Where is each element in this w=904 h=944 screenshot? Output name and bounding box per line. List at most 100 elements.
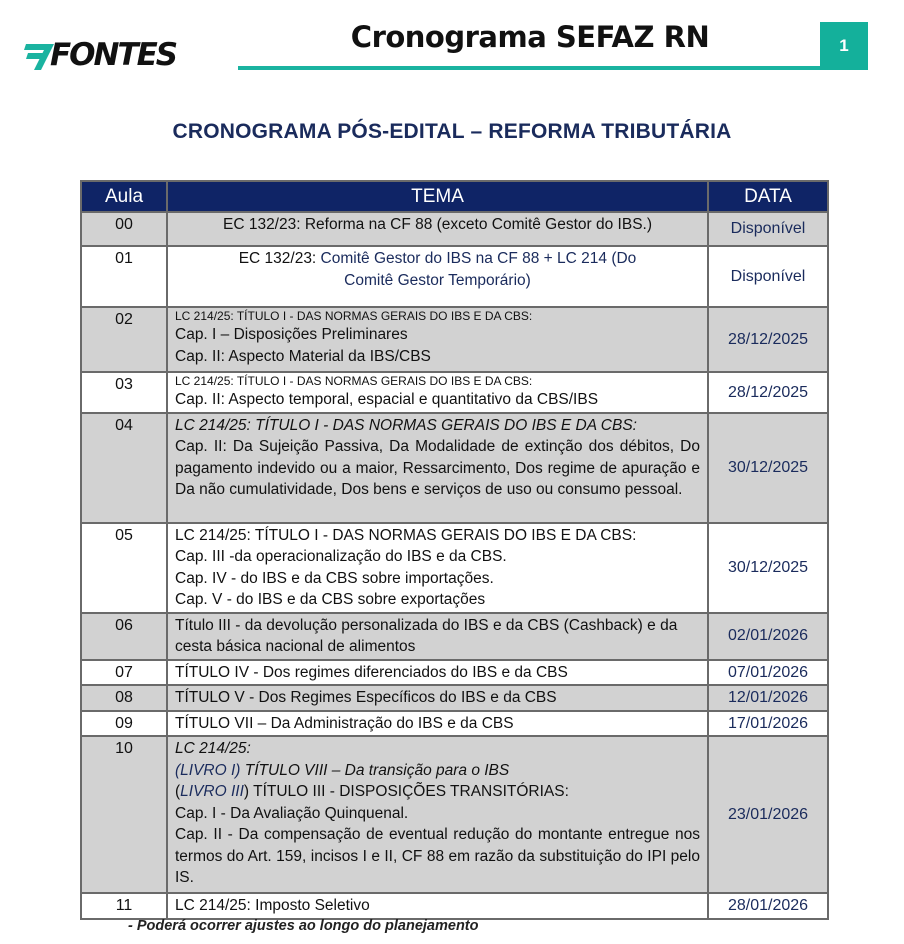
tema-cell: TÍTULO IV - Dos regimes diferenciados do… bbox=[166, 658, 709, 686]
tema-line: Cap. II: Aspecto temporal, espacial e qu… bbox=[175, 389, 700, 411]
tema-text: TÍTULO IV - Dos regimes diferenciados do… bbox=[175, 663, 568, 681]
tema-text: LC 214/25: TÍTULO I - DAS NORMAS GERAIS … bbox=[175, 374, 533, 388]
tema-line: Cap. IV - do IBS e da CBS sobre importaç… bbox=[175, 568, 700, 590]
date-cell: 28/12/2025 bbox=[707, 306, 829, 373]
fontes-logo: FONTES bbox=[24, 37, 178, 73]
aula-number: 07 bbox=[80, 658, 168, 686]
date-cell: 30/12/2025 bbox=[707, 411, 829, 524]
tema-cell: EC 132/23: Reforma na CF 88 (exceto Comi… bbox=[166, 211, 709, 247]
table-row: 05 LC 214/25: TÍTULO I - DAS NORMAS GERAI… bbox=[80, 521, 829, 614]
section-heading: CRONOGRAMA PÓS-EDITAL – REFORMA TRIBUTÁR… bbox=[172, 120, 732, 143]
tema-text: Cap. IV - do IBS e da CBS sobre importaç… bbox=[175, 569, 494, 587]
tema-line: LC 214/25: TÍTULO I - DAS NORMAS GERAIS … bbox=[175, 374, 700, 389]
column-header-aula: Aula bbox=[80, 180, 168, 213]
tema-text: LC 214/25: TÍTULO I - DAS NORMAS GERAIS … bbox=[175, 309, 533, 323]
tema-text: Comitê Gestor Temporário) bbox=[344, 271, 531, 289]
tema-line: Comitê Gestor Temporário) bbox=[175, 270, 700, 292]
tema-text: Cap. V - do IBS e da CBS sobre exportaçõ… bbox=[175, 591, 486, 608]
logo-mark-icon bbox=[24, 44, 54, 70]
tema-text: EC 132/23: Reforma na CF 88 (exceto Comi… bbox=[222, 216, 653, 233]
tema-text: ( bbox=[175, 783, 181, 800]
tema-text: EC 132/23: bbox=[238, 250, 321, 267]
aula-number: 03 bbox=[80, 371, 168, 414]
tema-text: LIVRO III bbox=[180, 783, 244, 800]
table-row: 00 EC 132/23: Reforma na CF 88 (exceto Co… bbox=[80, 211, 829, 247]
document-title: Cronograma SEFAZ RN bbox=[350, 20, 710, 54]
tema-line: Cap. I – Disposições Preliminares bbox=[175, 324, 700, 346]
tema-line: Cap. V - do IBS e da CBS sobre exportaçõ… bbox=[175, 589, 700, 611]
tema-line: Cap. II: Aspecto Material da IBS/CBS bbox=[175, 346, 700, 368]
aula-number: 04 bbox=[80, 411, 168, 524]
date-cell: 12/01/2026 bbox=[707, 684, 829, 712]
tema-text: Cap. II: Aspecto Material da IBS/CBS bbox=[175, 347, 431, 365]
date-cell: 28/01/2026 bbox=[707, 892, 829, 920]
tema-cell: LC 214/25: TÍTULO I - DAS NORMAS GERAIS … bbox=[166, 521, 709, 614]
tema-text: LC 214/25: bbox=[175, 740, 251, 757]
tema-text: LC 214/25: Imposto Seletivo bbox=[175, 897, 370, 914]
tema-cell: TÍTULO VII – Da Administração do IBS e d… bbox=[166, 709, 709, 737]
logo-text: FONTES bbox=[50, 37, 178, 73]
date-cell: 02/01/2026 bbox=[707, 611, 829, 661]
date-cell: 07/01/2026 bbox=[707, 658, 829, 686]
tema-line: LC 214/25: TÍTULO I - DAS NORMAS GERAIS … bbox=[175, 415, 700, 437]
tema-line: LC 214/25: Imposto Seletivo bbox=[175, 895, 700, 917]
tema-cell: LC 214/25: TÍTULO I - DAS NORMAS GERAIS … bbox=[166, 306, 709, 373]
aula-number: 06 bbox=[80, 611, 168, 661]
title-underline bbox=[238, 66, 820, 70]
schedule-table: Aula TEMA DATA 00 EC 132/23: Reforma na C… bbox=[80, 180, 829, 920]
tema-line: Cap. I - Da Avaliação Quinquenal. bbox=[175, 803, 700, 825]
column-header-tema: TEMA bbox=[166, 180, 709, 213]
tema-cell: Título III - da devolução personalizada … bbox=[166, 611, 709, 661]
table-row: 10 LC 214/25: (LIVRO I) TÍTULO VIII – Da t… bbox=[80, 735, 829, 894]
tema-text: Cap. I – Disposições Preliminares bbox=[175, 326, 408, 343]
tema-text: TÍTULO VII – Da Administração do IBS e d… bbox=[175, 714, 514, 732]
tema-cell: TÍTULO V - Dos Regimes Específicos do IB… bbox=[166, 684, 709, 712]
tema-line: (LIVRO I) TÍTULO VIII – Da transição par… bbox=[175, 760, 700, 782]
tema-cell: LC 214/25: TÍTULO I - DAS NORMAS GERAIS … bbox=[166, 371, 709, 414]
footnote: - Poderá ocorrer ajustes ao longo do pla… bbox=[128, 918, 479, 934]
column-header-data: DATA bbox=[707, 180, 829, 213]
tema-text: Cap. II - Da compensação de eventual red… bbox=[175, 826, 700, 886]
table-header-row: Aula TEMA DATA bbox=[80, 180, 829, 213]
tema-text: Cap. III -da operacionalização do IBS e … bbox=[175, 548, 507, 565]
tema-line: Cap. II - Da compensação de eventual red… bbox=[175, 824, 700, 889]
tema-line: Título III - da devolução personalizada … bbox=[175, 615, 700, 658]
aula-number: 09 bbox=[80, 709, 168, 737]
table-row: 08 TÍTULO V - Dos Regimes Específicos do … bbox=[80, 684, 829, 712]
table-row: 07 TÍTULO IV - Dos regimes diferenciados … bbox=[80, 658, 829, 686]
page-number-badge: 1 bbox=[820, 22, 868, 70]
date-cell: 23/01/2026 bbox=[707, 735, 829, 894]
aula-number: 00 bbox=[80, 211, 168, 247]
tema-line: EC 132/23: Reforma na CF 88 (exceto Comi… bbox=[175, 214, 700, 236]
table-row: 09 TÍTULO VII – Da Administração do IBS e… bbox=[80, 709, 829, 737]
aula-number: 02 bbox=[80, 306, 168, 373]
tema-cell: LC 214/25: Imposto Seletivo bbox=[166, 892, 709, 920]
table-row: 11 LC 214/25: Imposto Seletivo 28/01/2026 bbox=[80, 892, 829, 920]
tema-line: Cap. III -da operacionalização do IBS e … bbox=[175, 546, 700, 568]
aula-number: 08 bbox=[80, 684, 168, 712]
table-row: 04 LC 214/25: TÍTULO I - DAS NORMAS GERAI… bbox=[80, 411, 829, 524]
aula-number: 10 bbox=[80, 735, 168, 894]
tema-cell: LC 214/25: (LIVRO I) TÍTULO VIII – Da tra… bbox=[166, 735, 709, 894]
tema-line: LC 214/25: TÍTULO I - DAS NORMAS GERAIS … bbox=[175, 309, 700, 324]
tema-text: Cap. I - Da Avaliação Quinquenal. bbox=[175, 804, 409, 822]
table-row: 01 EC 132/23: Comitê Gestor do IBS na CF … bbox=[80, 245, 829, 308]
aula-number: 05 bbox=[80, 521, 168, 614]
tema-text: ) TÍTULO III - DISPOSIÇÕES TRANSITÓRIAS: bbox=[243, 783, 569, 800]
tema-text: TÍTULO VIII – Da transição para o IBS bbox=[240, 761, 510, 779]
date-cell: 28/12/2025 bbox=[707, 371, 829, 414]
tema-text: (LIVRO I) bbox=[175, 761, 241, 779]
tema-cell: LC 214/25: TÍTULO I - DAS NORMAS GERAIS … bbox=[166, 411, 709, 524]
tema-line: LC 214/25: bbox=[175, 738, 700, 760]
table-row: 03 LC 214/25: TÍTULO I - DAS NORMAS GERAI… bbox=[80, 371, 829, 414]
date-cell: 17/01/2026 bbox=[707, 709, 829, 737]
tema-text: Cap. II: Aspecto temporal, espacial e qu… bbox=[175, 391, 599, 408]
tema-line: (LIVRO III) TÍTULO III - DISPOSIÇÕES TRA… bbox=[175, 781, 700, 803]
date-cell: 30/12/2025 bbox=[707, 521, 829, 614]
tema-text: Cap. II: Da Sujeição Passiva, Da Modalid… bbox=[175, 438, 700, 498]
tema-text: Comitê Gestor do IBS na CF 88 + LC 214 (… bbox=[320, 250, 637, 267]
tema-line: TÍTULO IV - Dos regimes diferenciados do… bbox=[175, 662, 700, 684]
tema-text: LC 214/25: TÍTULO I - DAS NORMAS GERAIS … bbox=[175, 526, 637, 544]
tema-line: TÍTULO V - Dos Regimes Específicos do IB… bbox=[175, 687, 700, 709]
table-row: 06 Título III - da devolução personalizad… bbox=[80, 611, 829, 661]
